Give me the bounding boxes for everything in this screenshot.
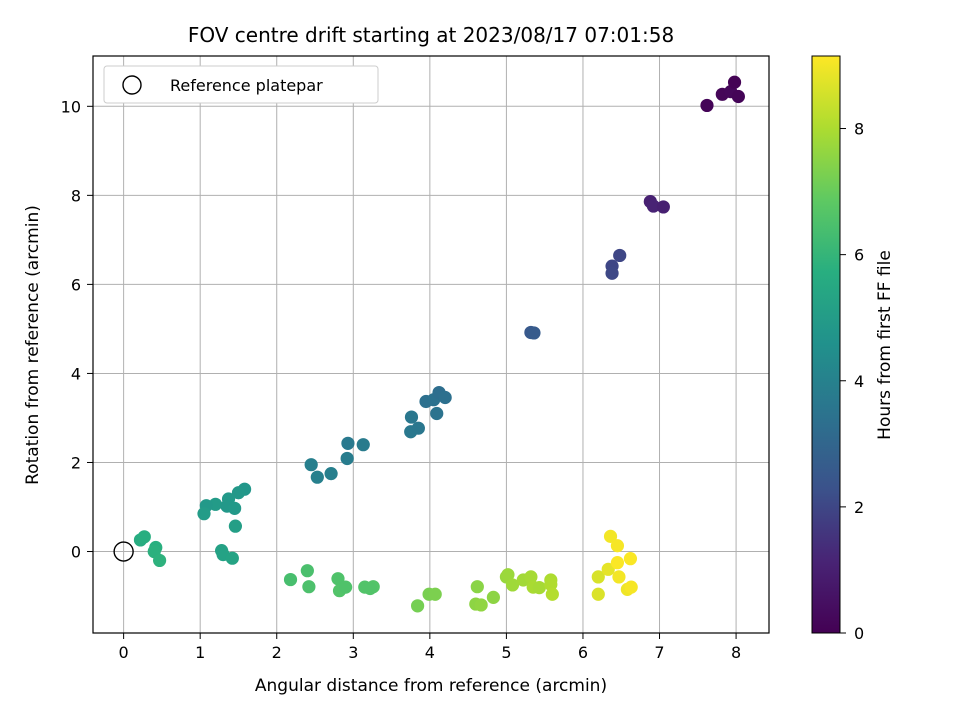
data-point: [341, 436, 355, 450]
legend: Reference platepar: [103, 65, 379, 104]
colorbar-tick-label: 0: [854, 624, 864, 643]
chart-title: FOV centre drift starting at 2023/08/17 …: [188, 23, 674, 47]
data-point: [411, 421, 425, 435]
x-tick-label: 4: [425, 643, 435, 662]
x-tick-label: 0: [119, 643, 129, 662]
data-point: [610, 539, 625, 553]
colorbar-tick-label: 6: [854, 246, 864, 265]
data-point: [624, 580, 638, 594]
data-point: [231, 486, 246, 500]
data-point: [623, 552, 638, 566]
data-point: [532, 580, 546, 595]
y-tick-label: 10: [61, 97, 81, 116]
colorbar: [811, 55, 841, 634]
data-point: [505, 578, 520, 592]
data-point: [339, 580, 353, 594]
data-point: [363, 581, 377, 596]
reference-marker: [113, 541, 134, 562]
data-point: [411, 599, 425, 613]
y-axis-ticks: 0 2 4 6 8 10: [61, 97, 93, 562]
data-point: [137, 530, 151, 544]
data-point: [331, 572, 345, 586]
data-point: [605, 266, 619, 280]
data-point: [356, 438, 370, 452]
colorbar-tick-label: 8: [854, 120, 864, 139]
data-point: [591, 587, 605, 601]
data-point: [228, 519, 242, 533]
y-tick-label: 2: [71, 453, 81, 472]
x-tick-label: 3: [348, 643, 358, 662]
data-point: [153, 553, 167, 568]
x-tick-label: 5: [501, 643, 511, 662]
x-axis-ticks: 0 1 2 3 4 5 6 7 8: [119, 633, 741, 662]
y-tick-label: 6: [71, 275, 81, 294]
legend-marker: [122, 75, 142, 95]
data-point: [646, 199, 660, 213]
data-point: [603, 529, 618, 543]
data-point: [428, 587, 442, 601]
data-point: [474, 598, 488, 612]
x-axis-label: Angular distance from reference (arcmin): [255, 676, 607, 696]
data-point: [225, 551, 239, 565]
data-point: [302, 580, 316, 594]
colorbar-tick-label: 2: [854, 498, 864, 517]
data-point: [544, 577, 558, 592]
data-point: [404, 410, 419, 424]
y-tick-label: 8: [71, 186, 81, 205]
data-point: [340, 451, 354, 466]
data-point: [591, 570, 605, 584]
data-point: [283, 572, 298, 587]
data-points: [133, 75, 745, 613]
data-point: [197, 507, 211, 521]
grid: [93, 56, 769, 633]
y-tick-label: 0: [71, 543, 81, 562]
data-point: [501, 568, 515, 582]
y-tick-label: 4: [71, 364, 81, 383]
data-point: [438, 390, 452, 405]
colorbar-tick-label: 4: [854, 372, 864, 391]
legend-box: [103, 65, 379, 104]
colorbar-ticks: 0 2 4 6 8: [840, 120, 864, 643]
x-tick-label: 8: [731, 643, 741, 662]
legend-entry: Reference platepar: [170, 76, 323, 95]
data-point: [300, 564, 314, 578]
x-tick-label: 1: [195, 643, 205, 662]
data-point: [612, 570, 626, 584]
colorbar-label: Hours from first FF file: [875, 250, 895, 440]
data-point: [228, 501, 242, 515]
x-tick-label: 6: [578, 643, 588, 662]
data-point: [613, 248, 627, 263]
data-point: [324, 467, 338, 481]
x-tick-label: 7: [654, 643, 664, 662]
data-point: [470, 580, 484, 594]
data-point: [601, 562, 615, 576]
data-point: [731, 89, 745, 104]
plot-frame: [92, 55, 770, 634]
data-point: [486, 590, 500, 604]
data-point: [524, 570, 538, 584]
data-point: [430, 406, 444, 421]
data-point: [310, 470, 324, 484]
data-point: [727, 75, 742, 89]
data-point: [656, 200, 670, 214]
data-point: [545, 587, 559, 601]
data-point: [700, 98, 714, 113]
x-tick-label: 2: [272, 643, 282, 662]
data-point: [304, 458, 318, 472]
data-point: [527, 326, 541, 340]
reference-point: [113, 541, 134, 562]
y-axis-label: Rotation from reference (arcmin): [23, 205, 43, 485]
data-point: [610, 556, 625, 570]
